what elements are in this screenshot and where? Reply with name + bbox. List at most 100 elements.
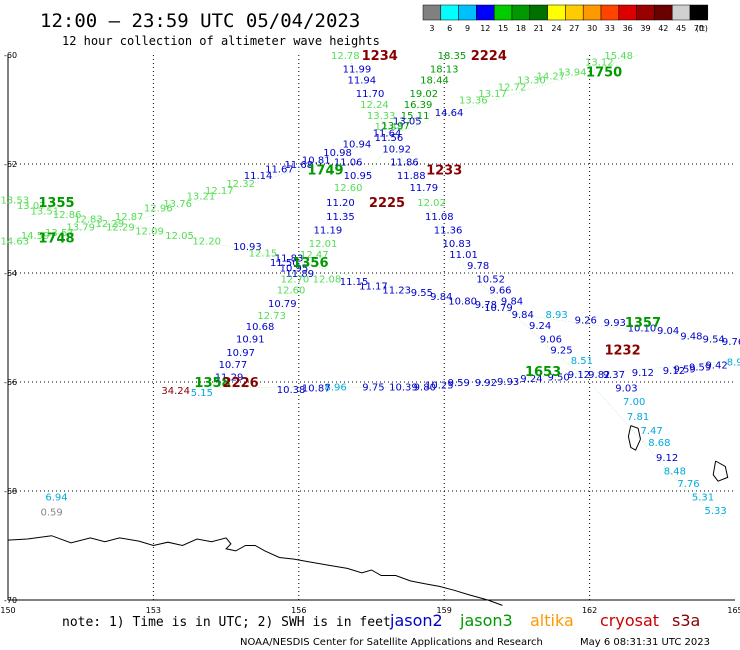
swh-value: 15.11 — [401, 111, 430, 122]
color-scale-legend: 3 6 9 12 15 18 21 24 27 30 33 36 39 42 45 70(ft) — [422, 4, 709, 33]
legend-label: 3 — [429, 24, 434, 33]
footer-credit: NOAA/NESDIS Center for Satellite Applica… — [240, 637, 543, 648]
swh-value: 9.78 — [467, 261, 489, 272]
swh-value: 12.60 — [277, 285, 306, 296]
swh-value: 9.03 — [615, 383, 637, 394]
footer-note: note: 1) Time is in UTC; 2) SWH is in fe… — [62, 615, 391, 630]
legend-swatch — [511, 4, 531, 21]
pass-time-labels: 1234 2224 1750 1233 1749 1355 1748 2225 1356 1357… — [38, 49, 661, 391]
swh-value: 18.44 — [420, 76, 449, 87]
swh-value: 9.48 — [680, 332, 702, 343]
legend-label: 6 — [447, 24, 452, 33]
swh-value: 9.82 — [588, 370, 610, 381]
longitude-label: 159 — [437, 606, 452, 615]
swh-value: 13.57 — [45, 228, 74, 239]
swh-value: 11.68 — [284, 160, 313, 171]
swh-value: 9.80 — [414, 382, 436, 393]
swh-value: 12.24 — [360, 100, 389, 111]
legend-swatch — [582, 4, 602, 21]
legend-label: 12 — [480, 24, 490, 33]
swh-value: 11.14 — [244, 171, 273, 182]
legend-swatch — [493, 4, 513, 21]
swh-value: 12.86 — [53, 210, 82, 221]
swh-value: 9.12 — [663, 366, 685, 377]
page-title: 12:00 – 23:59 UTC 05/04/2023 — [40, 10, 360, 32]
swh-value: 12.08 — [313, 274, 342, 285]
legend-swatch — [440, 4, 459, 21]
pass-time-label: 2224 — [471, 49, 507, 64]
latitude-label: -66 — [4, 378, 17, 387]
swh-value: 10.25 — [425, 381, 454, 392]
swh-value: 8.93 — [546, 310, 568, 321]
swh-value: 13.17 — [478, 89, 507, 100]
footer-timestamp: May 6 08:31:31 UTC 2023 — [580, 637, 710, 648]
swh-value: 8.98 — [727, 357, 740, 368]
legend-swatch — [671, 4, 691, 21]
track-line — [177, 359, 736, 388]
pass-time-label: 1653 — [525, 365, 561, 380]
map-frame — [7, 55, 735, 601]
legend-label: 15 — [498, 24, 508, 33]
legend-swatch — [565, 4, 584, 21]
swh-value: 10.95 — [280, 264, 309, 275]
swh-value: 12.17 — [205, 186, 234, 197]
swh-value: 13.76 — [163, 199, 192, 210]
swh-value: 13.53 — [0, 195, 29, 206]
pass-time-label: 1232 — [604, 343, 640, 358]
swh-value: 34.24 — [161, 386, 190, 397]
pass-time-label: 1355 — [38, 196, 74, 211]
longitude-label: 165 — [727, 606, 740, 615]
longitude-label: 150 — [0, 606, 15, 615]
coastline-segment — [7, 535, 503, 606]
swh-value: 9.84 — [430, 292, 452, 303]
swh-value: 9.50 — [547, 373, 569, 384]
swh-value: 9.26 — [575, 315, 597, 326]
swh-value: 7.81 — [627, 412, 649, 423]
swh-value: 10.10 — [628, 324, 657, 335]
pass-time-label: 2225 — [369, 196, 405, 211]
swh-value: 7.76 — [677, 479, 699, 490]
legend-label: 45 — [676, 24, 686, 33]
swh-value: 12.83 — [74, 215, 103, 226]
swh-value: 13.33 — [367, 111, 396, 122]
swh-value: 11.23 — [382, 285, 411, 296]
pass-time-label: 1233 — [426, 163, 462, 178]
swh-value: 10.87 — [302, 383, 331, 394]
satellite-legend-jason3: jason3 — [459, 611, 513, 630]
swh-value: 12.47 — [300, 250, 329, 261]
swh-value: 11.20 — [326, 198, 355, 209]
swh-value: 14.63 — [0, 236, 29, 247]
swh-value: 9.92 — [475, 378, 497, 389]
swh-value: 12.05 — [165, 231, 194, 242]
satellite-legend-altika: altika — [530, 611, 574, 630]
swh-value: 12.20 — [192, 236, 221, 247]
swh-value: 10.80 — [448, 296, 477, 307]
swh-value: 11.99 — [343, 65, 372, 76]
legend-label: 30 — [587, 24, 597, 33]
longitude-labels: 150 153 156 159 162 165 — [0, 606, 740, 615]
swh-value: 11.29 — [215, 373, 244, 384]
swh-value: 14.27 — [537, 72, 566, 83]
swh-value: 14.64 — [435, 108, 464, 119]
legend-label: 70 — [694, 24, 704, 33]
swh-value: 13.51 — [31, 206, 60, 217]
swh-value: 11.36 — [434, 225, 463, 236]
swh-value: 10.52 — [476, 274, 505, 285]
swh-value: 12.01 — [309, 239, 338, 250]
track-line — [7, 201, 736, 345]
swh-value: 5.31 — [692, 492, 714, 503]
swh-value: 10.39 — [389, 382, 418, 393]
latitude-label: -64 — [4, 269, 17, 278]
swh-value: 11.50 — [270, 258, 299, 269]
swh-value: 12.73 — [257, 311, 286, 322]
swh-value: 11.83 — [275, 254, 304, 265]
swh-value: 12.29 — [106, 223, 135, 234]
swh-value: 11.86 — [390, 157, 419, 168]
swh-value: 13.07 — [17, 201, 46, 212]
swh-value: 13.30 — [517, 76, 546, 87]
coastline-segment — [627, 425, 642, 451]
pass-time-label: 2226 — [223, 376, 259, 391]
